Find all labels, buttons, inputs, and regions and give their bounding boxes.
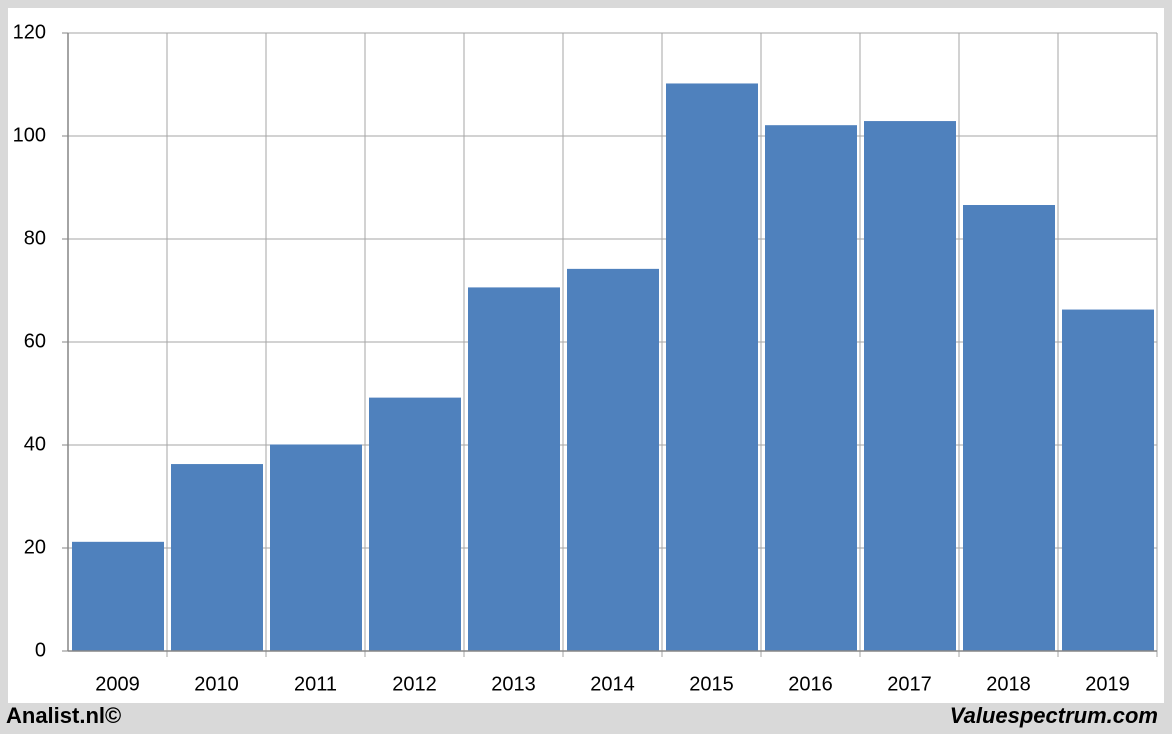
x-tick-label: 2019 <box>1085 673 1130 695</box>
x-tick-label: 2012 <box>392 673 437 695</box>
x-tick-label: 2011 <box>294 673 337 695</box>
bar <box>369 397 461 651</box>
y-tick-label: 100 <box>13 124 46 146</box>
bar <box>171 464 263 651</box>
y-tick-label: 120 <box>13 21 46 43</box>
y-tick-label: 80 <box>24 227 46 249</box>
x-tick-label: 2010 <box>194 673 239 695</box>
bar <box>963 205 1055 651</box>
bar <box>666 83 758 652</box>
bar <box>864 121 956 651</box>
y-tick-label: 20 <box>24 536 46 558</box>
bar <box>765 125 857 651</box>
x-tick-label: 2014 <box>590 673 635 695</box>
x-tick-label: 2015 <box>689 673 734 695</box>
y-tick-label: 40 <box>24 433 46 455</box>
x-tick-label: 2017 <box>887 673 932 695</box>
y-tick-label: 0 <box>35 639 46 661</box>
bar <box>468 287 560 651</box>
bar <box>270 444 362 651</box>
y-tick-label: 60 <box>24 330 46 352</box>
bar <box>72 541 164 651</box>
x-tick-label: 2018 <box>986 673 1031 695</box>
x-tick-label: 2013 <box>491 673 536 695</box>
bar <box>1062 309 1154 651</box>
x-tick-label: 2016 <box>788 673 833 695</box>
x-tick-label: 2009 <box>95 673 140 695</box>
footer-right: Valuespectrum.com <box>950 703 1158 728</box>
footer-left: Analist.nl© <box>6 703 121 728</box>
bar <box>567 268 659 651</box>
